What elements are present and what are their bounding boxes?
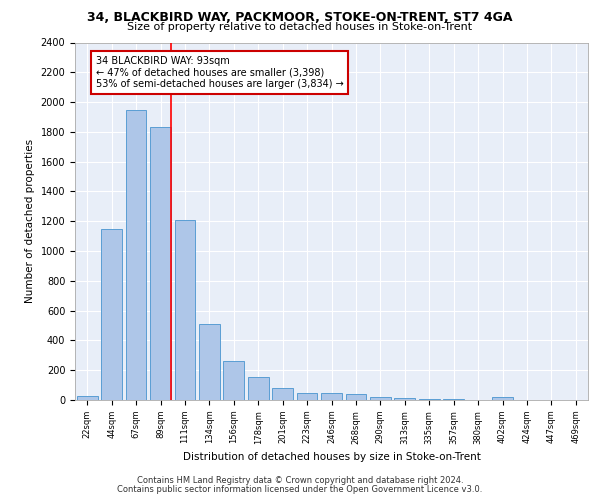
Bar: [370, 397, 391, 400]
Text: Contains HM Land Registry data © Crown copyright and database right 2024.: Contains HM Land Registry data © Crown c…: [137, 476, 463, 485]
Bar: [346, 394, 367, 400]
Bar: [150, 128, 171, 400]
Bar: [296, 392, 317, 400]
Bar: [199, 324, 220, 400]
Text: 34 BLACKBIRD WAY: 93sqm
← 47% of detached houses are smaller (3,398)
53% of semi: 34 BLACKBIRD WAY: 93sqm ← 47% of detache…: [96, 56, 344, 89]
Bar: [321, 394, 342, 400]
Bar: [223, 360, 244, 400]
Bar: [175, 220, 196, 400]
Text: 34, BLACKBIRD WAY, PACKMOOR, STOKE-ON-TRENT, ST7 4GA: 34, BLACKBIRD WAY, PACKMOOR, STOKE-ON-TR…: [87, 11, 513, 24]
Bar: [492, 397, 513, 400]
Bar: [101, 228, 122, 400]
Bar: [77, 396, 98, 400]
Y-axis label: Number of detached properties: Number of detached properties: [25, 139, 35, 304]
Bar: [272, 388, 293, 400]
Bar: [248, 377, 269, 400]
Text: Size of property relative to detached houses in Stoke-on-Trent: Size of property relative to detached ho…: [127, 22, 473, 32]
Bar: [394, 398, 415, 400]
Bar: [125, 110, 146, 400]
Text: Contains public sector information licensed under the Open Government Licence v3: Contains public sector information licen…: [118, 485, 482, 494]
X-axis label: Distribution of detached houses by size in Stoke-on-Trent: Distribution of detached houses by size …: [182, 452, 481, 462]
